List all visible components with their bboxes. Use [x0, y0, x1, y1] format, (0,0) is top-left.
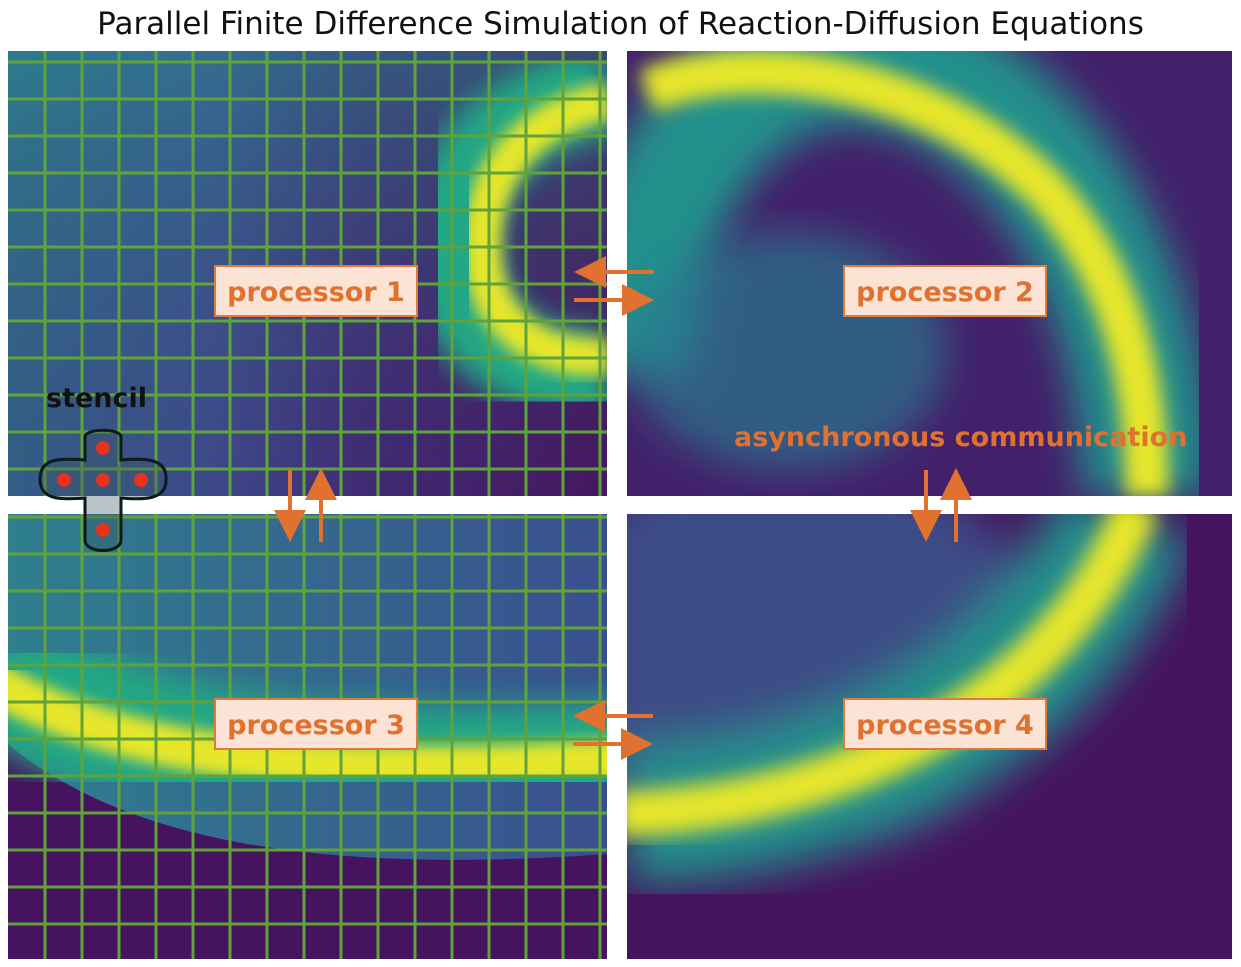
processor-4-label: processor 4: [843, 698, 1047, 750]
processor-2-domain: processor 2: [627, 51, 1232, 496]
figure-title: Parallel Finite Difference Simulation of…: [97, 6, 1144, 42]
processor-3-label: processor 3: [214, 698, 418, 750]
processor-2-label: processor 2: [843, 265, 1047, 317]
processor-1-domain: processor 1: [8, 51, 607, 496]
processor-3-domain: processor 3: [8, 514, 607, 959]
stencil-label: stencil: [46, 383, 148, 414]
processor-1-label: processor 1: [214, 265, 418, 317]
communication-label: asynchronous communication: [734, 422, 1188, 453]
stencil-icon: [38, 428, 168, 552]
processor-4-domain: processor 4: [627, 514, 1232, 959]
